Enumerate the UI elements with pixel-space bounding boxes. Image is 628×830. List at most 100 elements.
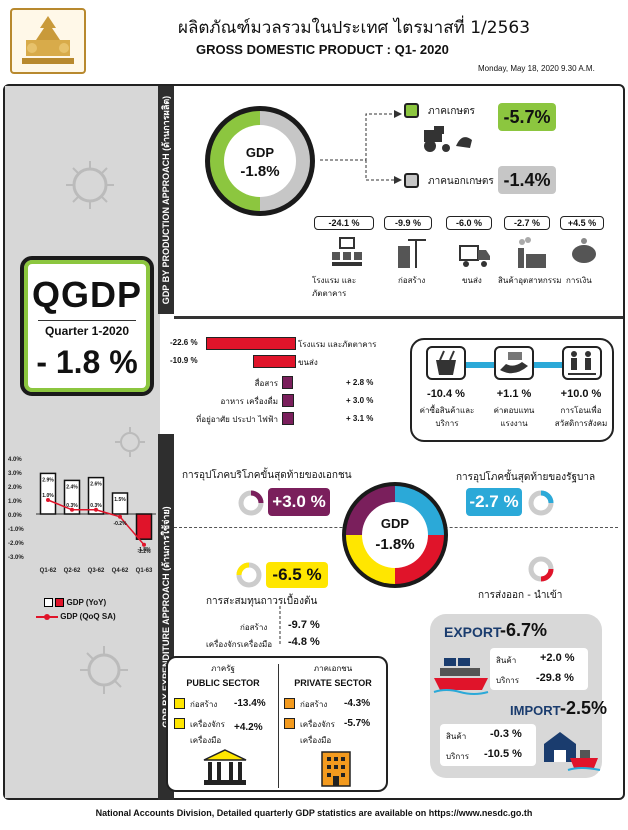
public-construction-value: -13.4%	[234, 698, 266, 709]
y-tick-label: 1.0%	[8, 499, 22, 505]
x-tick-label: Q1-63	[136, 568, 153, 574]
left-column	[5, 86, 160, 798]
sector-construction-label: ก่อสร้าง	[398, 276, 426, 285]
sector-finance-label: การเงิน	[566, 276, 592, 285]
yoy-data-label: 2.6%	[90, 482, 102, 488]
yoy-data-label: -1.8%	[137, 547, 151, 553]
yoy-data-label: 2.4%	[66, 484, 78, 490]
pos-bar	[282, 394, 294, 407]
neg-bar-value: -22.6 %	[170, 338, 198, 347]
investment-connector	[279, 606, 281, 644]
cargo-ship-icon	[433, 658, 489, 695]
sector-hotel-label: โรงแรม และภัตตาคาร	[312, 276, 357, 298]
yoy-data-label: 2.9%	[42, 477, 54, 483]
shopping-icon	[426, 346, 466, 380]
legend-yoy-label: GDP (YoY)	[66, 598, 107, 607]
household-panel: -10.4 % ค่าซื้อสินค้าและบริการ +1.1 % ค่…	[410, 338, 614, 442]
service-bars: -22.6 % โรงแรม และภัตตาคาร -10.9 % ขนส่ง…	[166, 330, 406, 430]
private-machinery-swatch	[284, 718, 295, 729]
household-value: +10.0 %	[560, 388, 602, 400]
inv-machinery-label: เครื่องจักรเครื่องมือ	[206, 640, 273, 649]
construction-icon	[398, 239, 426, 268]
production-gdp-value: -1.8%	[240, 163, 280, 180]
x-tick-label: Q4-62	[112, 568, 129, 574]
tractor-icon	[420, 124, 476, 154]
import-label: IMPORT	[510, 703, 561, 718]
x-tick-label: Q2-62	[64, 568, 81, 574]
qoq-point	[118, 514, 122, 519]
export-services-value: -29.8 %	[536, 672, 574, 684]
agri-value: -5.7%	[498, 103, 556, 131]
net-export-mini-donut	[528, 556, 554, 582]
qoq-point	[94, 507, 98, 512]
y-tick-label: -2.0%	[8, 541, 24, 547]
legend-qoq-label: GDP (QoQ SA)	[60, 612, 116, 621]
y-tick-label: -3.0%	[8, 555, 24, 561]
yoy-bar	[111, 492, 129, 515]
export-value: -6.7%	[500, 620, 548, 640]
pos-bar-value: + 3.1 %	[346, 414, 374, 423]
legend-qoq: GDP (QoQ SA)	[36, 612, 116, 621]
x-tick-label: Q1-62	[40, 568, 57, 574]
import-services-label: บริการ	[446, 752, 470, 761]
port-warehouse-icon	[544, 732, 601, 771]
import-services-value: -10.5 %	[484, 748, 522, 760]
private-construction-value: -4.3%	[344, 698, 371, 709]
pos-bar-value: + 3.0 %	[346, 396, 374, 405]
production-vertical-label: GDP BY PRODUCTION APPROACH (ด้านการผลิต)	[158, 86, 174, 314]
private-mini-donut	[238, 490, 264, 516]
net-export-label: การส่งออก - นำเข้า	[478, 590, 563, 601]
y-tick-label: 4.0%	[8, 457, 22, 463]
private-consumption-value: +3.0 %	[268, 488, 330, 516]
production-gdp-label: GDP	[245, 145, 275, 160]
sector-construction-value: -9.9 %	[384, 216, 432, 230]
qoq-data-label: -2.2%	[137, 549, 151, 555]
public-title-th: ภาครัฐ	[211, 664, 235, 673]
virus-icon	[74, 640, 134, 700]
title-thai: ผลิตภัณฑ์มวลรวมในประเทศ ไตรมาสที่ 1/2563	[178, 18, 531, 38]
household-label: การโอนเพื่อสวัสดิการสังคม	[554, 406, 608, 428]
household-label: ค่าตอบแทนแรงงาน	[493, 406, 535, 428]
investment-label: การสะสมทุนถาวรเบื้องต้น	[206, 596, 318, 607]
private-title-th: ภาคเอกชน	[313, 664, 353, 673]
export-label: EXPORT	[444, 624, 502, 640]
yoy-bar	[63, 479, 81, 515]
agri-swatch	[404, 103, 419, 118]
pos-bar-label: สื่อสาร	[254, 379, 278, 388]
export-goods-value: +2.0 %	[540, 652, 575, 664]
household-label: ค่าซื้อสินค้าและบริการ	[419, 406, 475, 428]
sector-industry-label: สินค้าอุตสาหกรรม	[498, 276, 562, 285]
expenditure-gdp-donut	[342, 482, 448, 588]
inv-machinery-value: -4.8 %	[288, 636, 320, 648]
truck-icon	[459, 245, 490, 267]
pos-bar	[282, 376, 294, 389]
private-machinery-value: -5.7%	[344, 718, 371, 729]
yoy-data-label: 1.5%	[114, 497, 126, 503]
pos-bar-label: อาหาร เครื่องดื่ม	[220, 397, 278, 406]
public-machinery-swatch	[174, 718, 185, 729]
neg-bar-label: โรงแรม และภัตตาคาร	[298, 340, 377, 349]
qoq-point	[142, 542, 146, 547]
quarter-label: Quarter 1-2020	[44, 324, 130, 338]
piggy-bank-icon	[572, 238, 596, 263]
main-frame	[3, 84, 625, 800]
export-services-label: บริการ	[496, 676, 520, 685]
legend-yoy: GDP (YoY)	[44, 598, 107, 608]
import-goods-value: -0.3 %	[490, 728, 522, 740]
sector-transport-value: -6.0 %	[446, 216, 492, 230]
expenditure-gdp-label: GDP	[380, 516, 410, 531]
pos-bar	[282, 412, 295, 425]
virus-icon	[60, 155, 120, 215]
government-label: การอุปโภคขั้นสุดท้ายของรัฐบาล	[456, 472, 596, 483]
public-machinery-value: +4.2%	[234, 722, 263, 733]
nonagri-swatch	[404, 173, 419, 188]
inv-construction-value: -9.7 %	[288, 619, 320, 631]
investment-value: -6.5 %	[266, 562, 328, 588]
pos-bar-label: ที่อยู่อาศัย ประปา ไฟฟ้า	[196, 415, 278, 424]
sector-panel: ภาครัฐ PUBLIC SECTOR ก่อสร้าง -13.4% เคร…	[166, 656, 388, 792]
qoq-data-label: 0.3%	[66, 503, 78, 509]
y-tick-label: 2.0%	[8, 485, 22, 491]
qoq-point	[70, 507, 74, 512]
private-construction-swatch	[284, 698, 295, 709]
household-value: +1.1 %	[496, 388, 532, 400]
